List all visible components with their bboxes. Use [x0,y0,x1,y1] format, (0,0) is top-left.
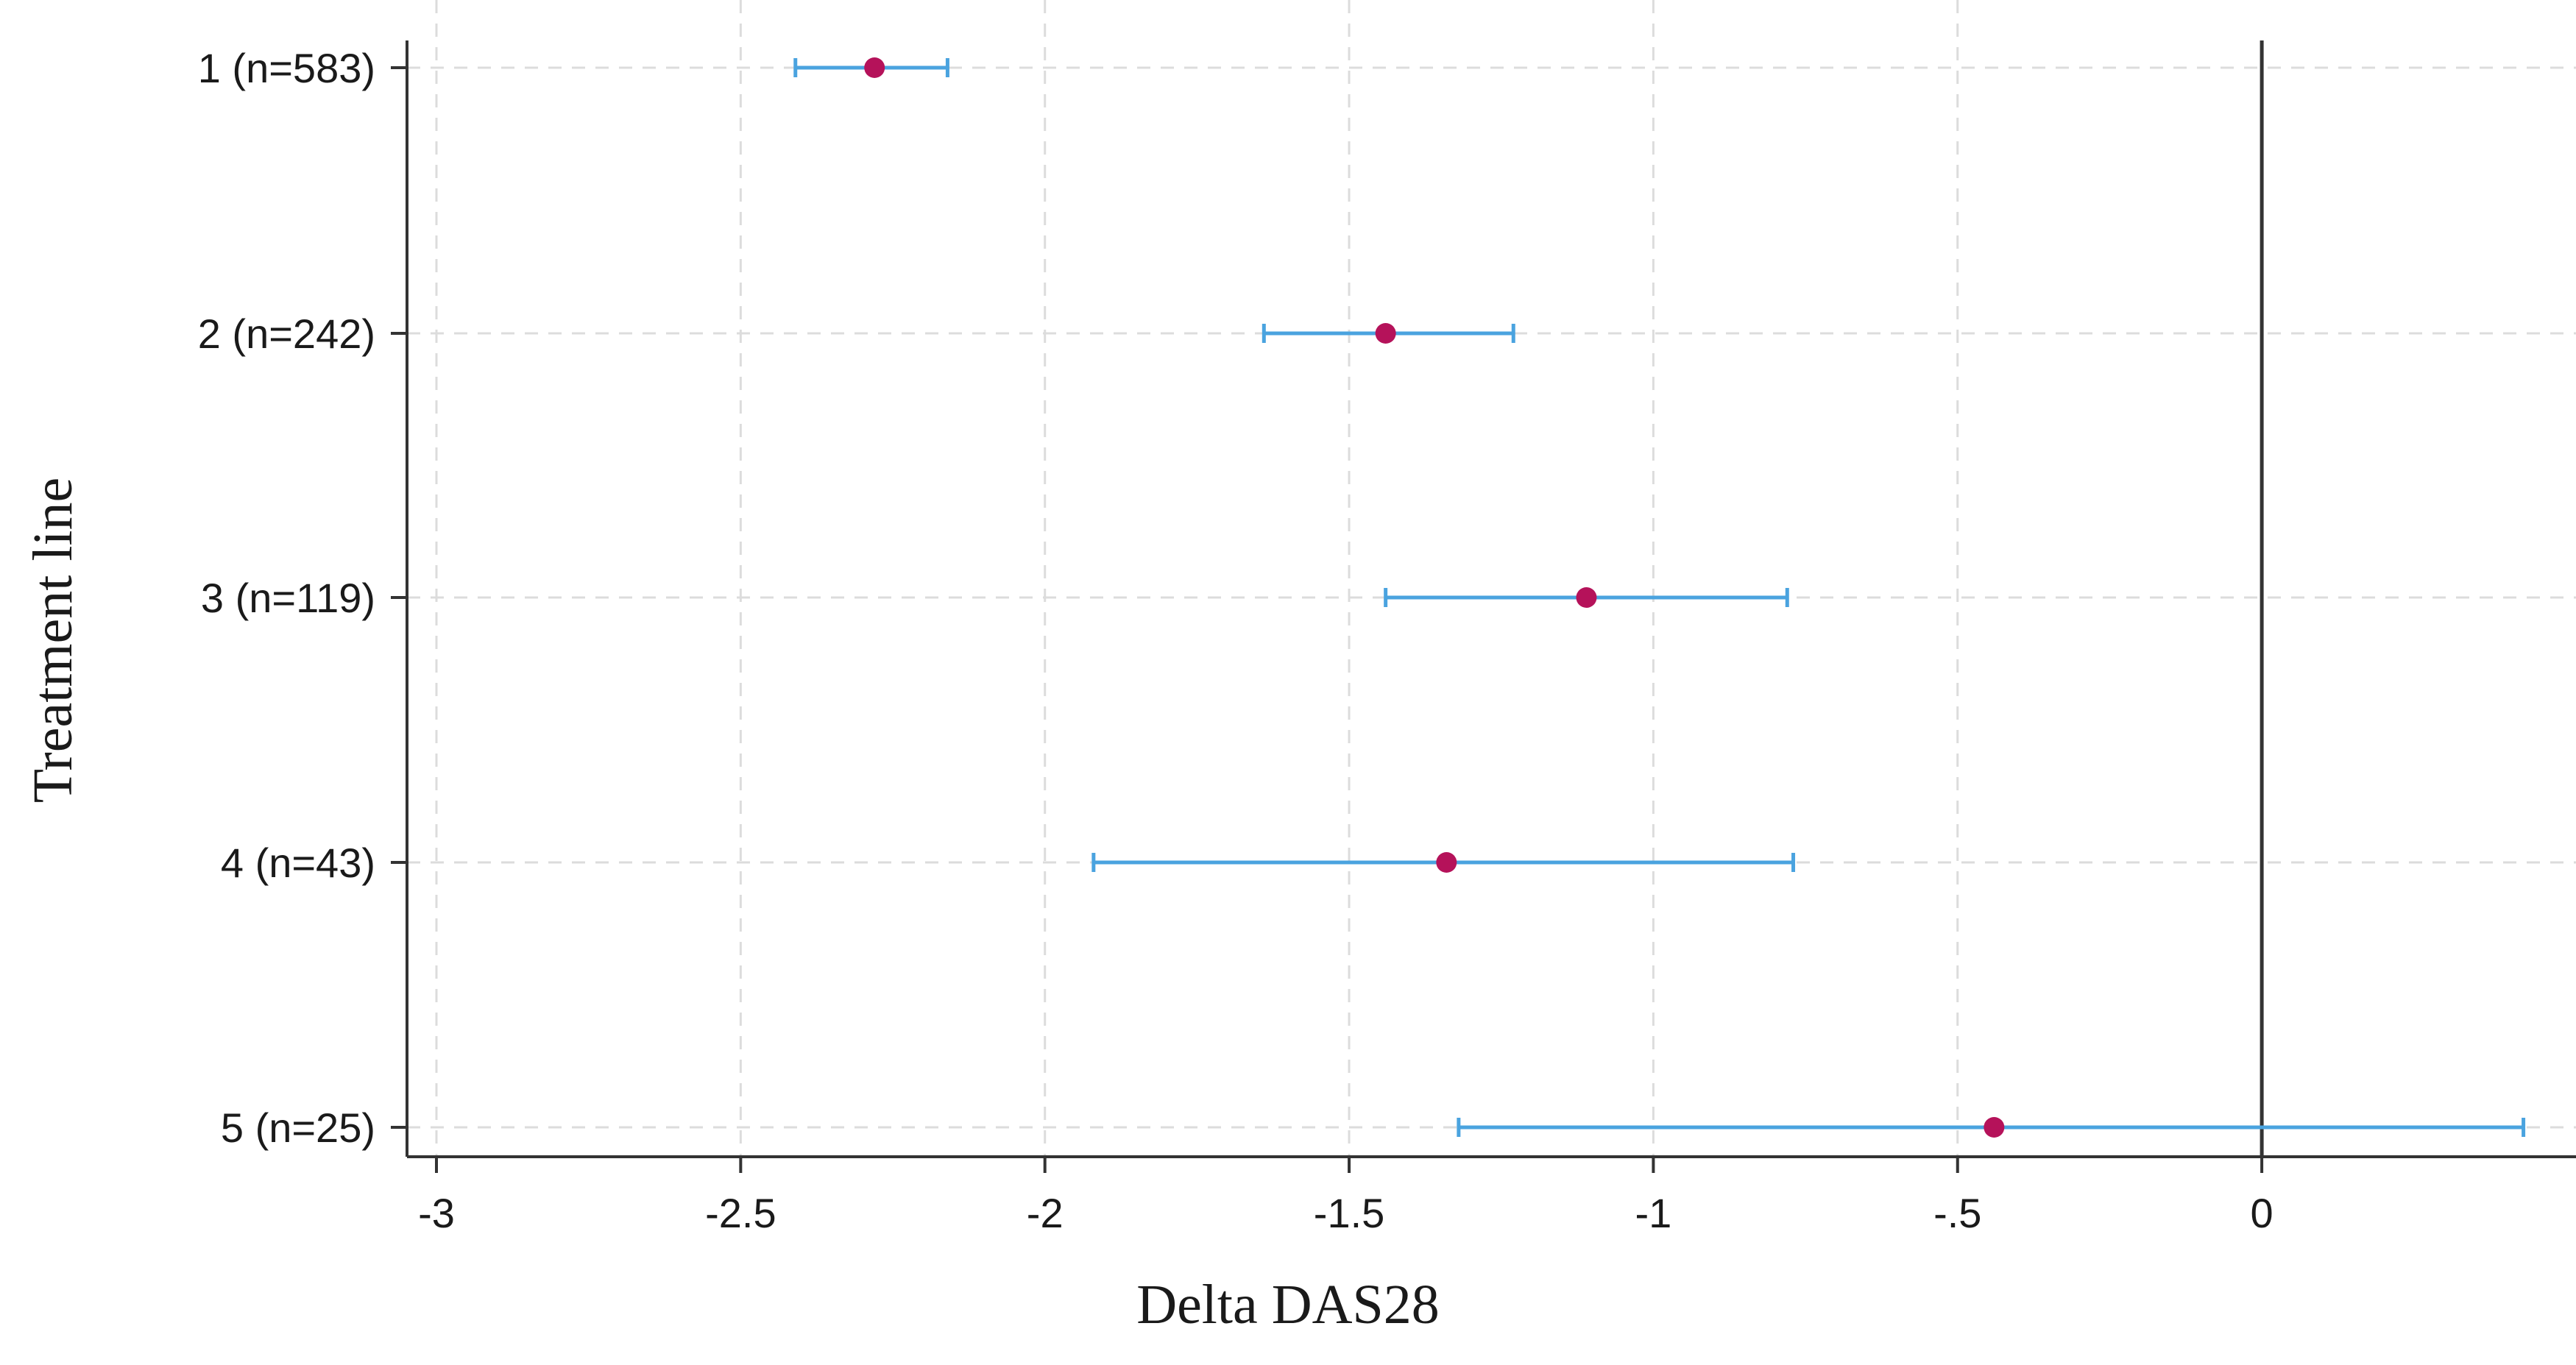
point-estimate-1 [864,57,885,78]
point-estimate-5 [1984,1117,2005,1138]
y-tick-label-2: 3 (n=119) [201,575,375,621]
axis-labels: -3 -2.5 -2 -1.5 -1 -.5 0 1 (n=583) 2 (n=242) 3 (n… [198,45,2274,1236]
y-tick-label-3: 4 (n=43) [221,840,375,886]
point-estimate-2 [1375,323,1396,344]
point-estimate-4 [1436,852,1457,873]
axes [391,40,2576,1173]
y-tick-label-1: 2 (n=242) [198,311,375,357]
x-tick-label-0: -3 [418,1190,455,1236]
x-tick-label-6: 0 [2251,1190,2274,1236]
gridlines [407,0,2576,1157]
x-tick-label-2: -2 [1027,1190,1064,1236]
y-tick-label-0: 1 (n=583) [198,45,375,91]
x-tick-label-1: -2.5 [705,1190,776,1236]
x-axis-title: Delta DAS28 [1136,1274,1440,1336]
point-estimates [864,57,2005,1138]
point-estimate-3 [1576,587,1597,608]
y-axis-title: Treatment line [22,478,84,804]
x-tick-label-4: -1 [1635,1190,1672,1236]
x-tick-label-3: -1.5 [1314,1190,1385,1236]
y-tick-label-4: 5 (n=25) [221,1105,375,1151]
x-tick-label-5: -.5 [1933,1190,1981,1236]
